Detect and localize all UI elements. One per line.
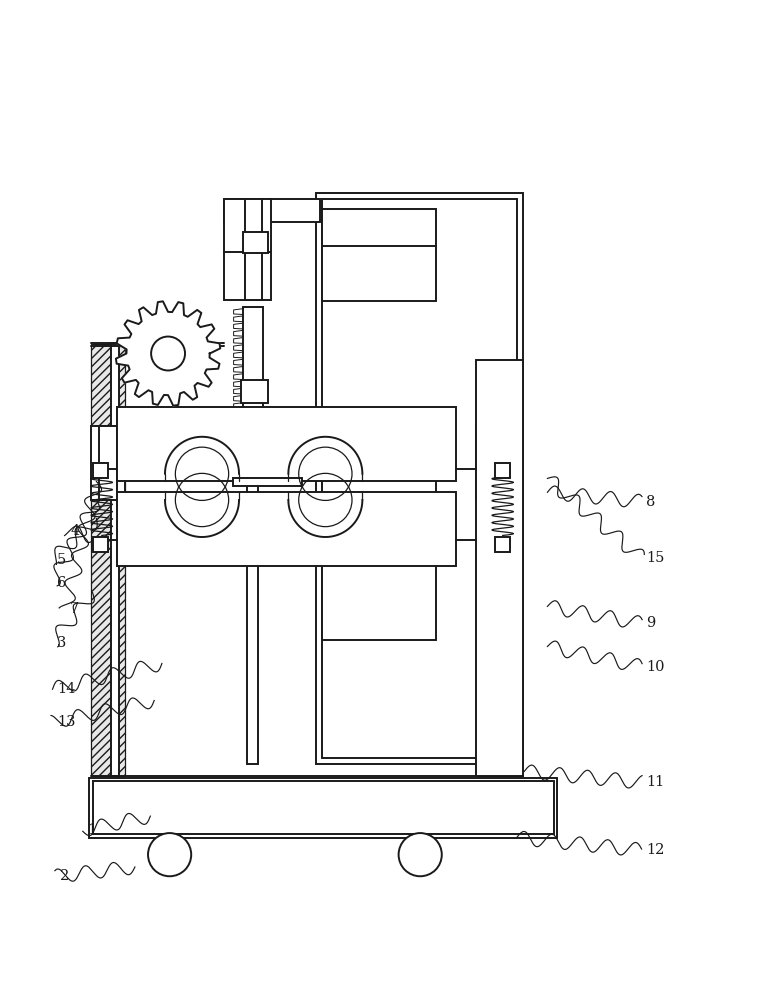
Bar bbox=[224, 199, 320, 222]
Bar bbox=[316, 193, 523, 764]
Bar bbox=[241, 380, 268, 403]
Text: 12: 12 bbox=[646, 843, 665, 857]
Bar bbox=[224, 199, 271, 300]
Bar bbox=[476, 498, 510, 776]
Bar bbox=[111, 344, 119, 776]
Bar bbox=[93, 463, 108, 478]
Bar bbox=[476, 426, 510, 500]
Text: 10: 10 bbox=[646, 660, 665, 674]
Bar bbox=[484, 426, 503, 500]
Bar bbox=[245, 199, 262, 300]
Text: 11: 11 bbox=[646, 775, 665, 789]
Bar bbox=[322, 449, 436, 640]
Bar bbox=[233, 478, 302, 486]
Bar bbox=[93, 781, 554, 834]
Circle shape bbox=[399, 833, 442, 876]
Text: 9: 9 bbox=[646, 616, 655, 630]
Bar bbox=[91, 426, 125, 500]
Bar bbox=[89, 778, 557, 838]
Text: 5: 5 bbox=[57, 553, 66, 567]
Bar bbox=[484, 498, 492, 776]
Text: 8: 8 bbox=[646, 495, 655, 509]
Text: 13: 13 bbox=[57, 715, 76, 729]
Bar bbox=[93, 537, 108, 552]
Text: 4: 4 bbox=[70, 524, 79, 538]
Bar bbox=[99, 426, 117, 500]
Bar bbox=[322, 199, 517, 758]
Bar bbox=[495, 463, 510, 478]
Text: 15: 15 bbox=[646, 551, 665, 565]
Bar bbox=[117, 407, 456, 481]
Text: 7: 7 bbox=[70, 602, 79, 616]
Bar bbox=[91, 344, 125, 776]
Text: 6: 6 bbox=[57, 576, 66, 590]
Bar bbox=[495, 537, 510, 552]
Circle shape bbox=[148, 833, 191, 876]
Text: 14: 14 bbox=[57, 682, 76, 696]
Bar bbox=[243, 232, 268, 253]
Bar bbox=[247, 473, 258, 764]
Bar bbox=[243, 307, 263, 481]
Bar bbox=[117, 492, 456, 566]
Bar bbox=[322, 209, 436, 301]
Polygon shape bbox=[116, 301, 221, 406]
Bar bbox=[476, 360, 523, 776]
Circle shape bbox=[151, 337, 185, 370]
Text: 2: 2 bbox=[60, 869, 69, 883]
Text: 1: 1 bbox=[87, 823, 96, 837]
Text: 3: 3 bbox=[57, 636, 66, 650]
